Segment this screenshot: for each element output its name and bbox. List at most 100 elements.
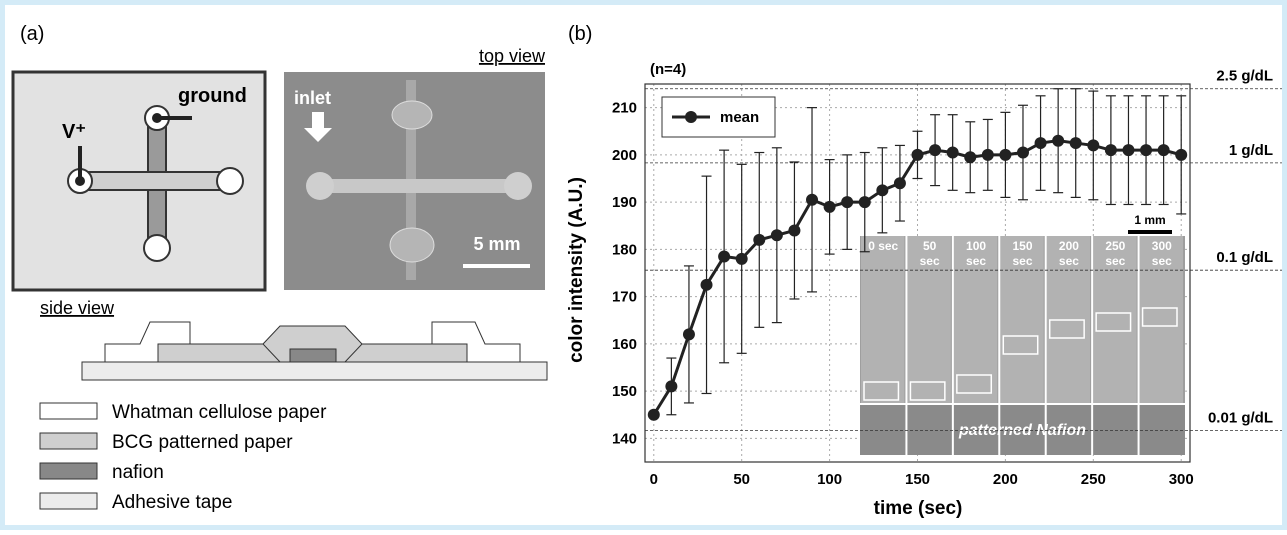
y-tick-label: 180	[612, 241, 637, 258]
annotation: (n=4)	[650, 61, 686, 78]
data-point	[841, 196, 854, 209]
data-point	[665, 380, 678, 393]
data-point	[1034, 137, 1047, 150]
nafion	[289, 348, 337, 363]
bcg-paper	[262, 325, 363, 363]
reference-label: 1 g/dL	[1229, 142, 1273, 159]
reference-label: 2.5 g/dL	[1216, 68, 1273, 85]
legend-swatch	[39, 462, 98, 480]
inlet-label: inlet	[294, 88, 331, 108]
inset-band	[956, 374, 993, 394]
inset-band	[1141, 307, 1178, 327]
ground-label: ground	[178, 85, 247, 107]
data-point	[700, 278, 713, 291]
inset-time: 0 sec	[868, 239, 898, 253]
inset-time: 100	[966, 239, 986, 253]
data-point	[981, 148, 994, 161]
inset-frame	[1000, 236, 1044, 404]
vplus-label: V⁺	[62, 121, 86, 143]
inset-time: 250	[1105, 239, 1125, 253]
y-tick-label: 140	[612, 430, 637, 447]
inset-time: sec	[1105, 254, 1125, 268]
electrode	[75, 176, 85, 186]
data-point	[647, 408, 660, 421]
panel-label: (a)	[20, 23, 44, 45]
inset-time: 150	[1012, 239, 1032, 253]
tape	[81, 361, 548, 381]
data-point	[823, 200, 836, 213]
y-tick-label: 200	[612, 147, 637, 164]
y-tick-label: 170	[612, 289, 637, 306]
channel-h	[79, 171, 231, 191]
data-point	[718, 250, 731, 263]
photo-channel	[318, 179, 518, 193]
inset-nafion	[860, 404, 1185, 455]
inset-time: 300	[1152, 239, 1172, 253]
inset-band	[863, 381, 900, 401]
x-tick-label: 100	[817, 471, 842, 488]
data-point	[893, 177, 906, 190]
data-point	[735, 252, 748, 265]
x-tick-label: 300	[1169, 471, 1194, 488]
x-axis-label: time (sec)	[874, 498, 963, 519]
inset-frame	[907, 236, 951, 404]
reference-label: 0.1 g/dL	[1216, 249, 1273, 266]
inset-band	[1095, 312, 1132, 332]
data-point	[770, 229, 783, 242]
photo-port	[504, 172, 532, 200]
data-point	[1016, 146, 1029, 159]
data-point	[1157, 144, 1170, 157]
inset-time: sec	[966, 254, 986, 268]
inset-frame	[1139, 236, 1183, 404]
legend-text: nafion	[112, 462, 164, 483]
inset-time: sec	[1152, 254, 1172, 268]
port	[216, 167, 244, 195]
reference-label: 0.01 g/dL	[1208, 409, 1273, 426]
data-point	[788, 224, 801, 237]
photo-port	[391, 100, 433, 130]
legend-text: mean	[720, 109, 759, 126]
y-tick-label: 150	[612, 383, 637, 400]
photo-port	[306, 172, 334, 200]
data-point	[876, 184, 889, 197]
x-tick-label: 250	[1081, 471, 1106, 488]
y-axis-label: color intensity (A.U.)	[566, 177, 587, 363]
data-point	[858, 196, 871, 209]
data-point	[1087, 139, 1100, 152]
legend-text: Adhesive tape	[112, 492, 232, 513]
inset-band	[909, 381, 946, 401]
data-point	[929, 144, 942, 157]
inset-scale: 1 mm	[1134, 213, 1165, 227]
data-point	[1069, 137, 1082, 150]
data-point	[753, 233, 766, 246]
legend-swatch	[39, 492, 98, 510]
inset-time: sec	[920, 254, 940, 268]
scale-label: 5 mm	[473, 234, 520, 254]
data-point	[806, 193, 819, 206]
y-tick-label: 210	[612, 100, 637, 117]
data-point	[911, 148, 924, 161]
inset-band	[1002, 335, 1039, 355]
data-point	[999, 148, 1012, 161]
legend-swatch	[39, 402, 98, 420]
data-point	[946, 146, 959, 159]
legend-text: Whatman cellulose paper	[112, 402, 327, 423]
inset-time: 50	[923, 239, 937, 253]
data-point	[1104, 144, 1117, 157]
inset-time: 200	[1059, 239, 1079, 253]
data-point	[1175, 148, 1188, 161]
photo-port	[389, 227, 435, 263]
inset-time: sec	[1012, 254, 1032, 268]
data-point	[1122, 144, 1135, 157]
x-tick-label: 150	[905, 471, 930, 488]
inset-frame	[861, 236, 905, 404]
data-point	[682, 328, 695, 341]
y-tick-label: 190	[612, 194, 637, 211]
inset-time: sec	[1059, 254, 1079, 268]
plot-frame	[644, 83, 1191, 463]
inset-band	[1048, 319, 1085, 339]
data-point	[1052, 134, 1065, 147]
panel-label: (b)	[568, 23, 592, 45]
top-view-label: top view	[479, 46, 546, 66]
